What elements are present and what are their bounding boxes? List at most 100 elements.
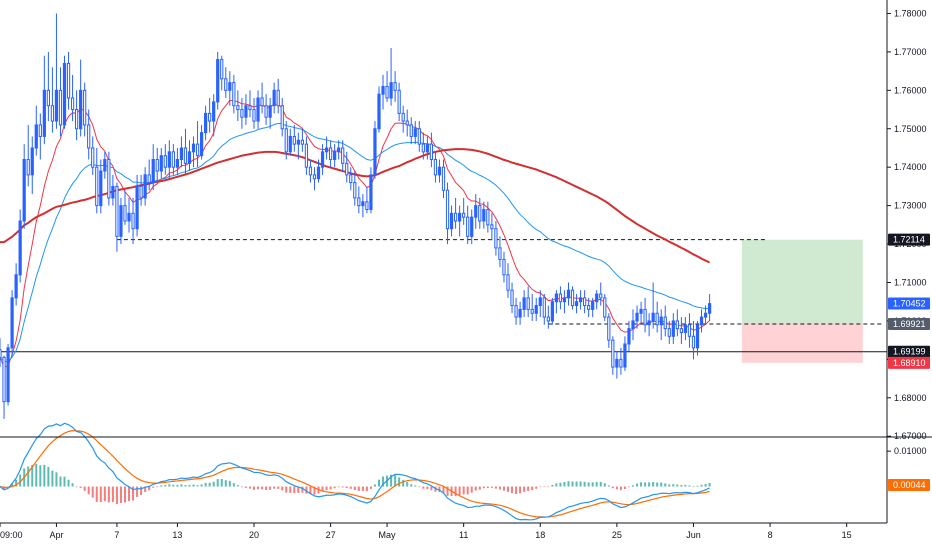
macd-histogram-bar (627, 486, 630, 488)
macd-histogram-bar (123, 486, 126, 503)
candle (482, 201, 486, 229)
price-axis-label[interactable]: 1.69921 (888, 317, 930, 330)
macd-histogram-bar (611, 486, 614, 489)
candle (30, 136, 34, 195)
candle (139, 174, 143, 206)
candle (413, 121, 417, 145)
candle-body (62, 62, 67, 126)
candle-body (2, 356, 6, 403)
candle (542, 294, 546, 325)
candle (159, 147, 163, 179)
candle (123, 190, 127, 225)
candle (526, 286, 530, 318)
candle-body (615, 358, 619, 368)
candle (651, 282, 655, 329)
candle (304, 136, 309, 175)
candle-body (361, 201, 365, 207)
macd-histogram-bar (333, 486, 336, 489)
candle (623, 336, 627, 371)
candle-body (587, 305, 591, 310)
candle-body (95, 166, 99, 207)
macd-histogram-bar (511, 486, 514, 494)
candle (405, 109, 409, 137)
macd-histogram-bar (269, 486, 272, 490)
candle-body (659, 316, 663, 326)
candle-body (538, 297, 542, 307)
macd-histogram-bar (664, 483, 667, 487)
candle-body (248, 105, 252, 111)
macd-histogram-bar (99, 486, 102, 503)
candle (453, 197, 458, 229)
macd-histogram-bar (446, 486, 449, 496)
candle (574, 294, 579, 314)
position-tool-layer[interactable] (741, 239, 863, 363)
price-axis-label[interactable]: 1.68910 (888, 356, 930, 369)
candle-body (111, 185, 115, 199)
price-axis-label[interactable]: 1.70452 (888, 297, 930, 310)
candle (127, 197, 131, 233)
candle-body (99, 170, 103, 207)
candle (95, 147, 99, 214)
candle (695, 320, 700, 356)
candle (466, 205, 470, 245)
stop-zone[interactable] (741, 323, 863, 363)
candle-body (256, 97, 260, 122)
horizontal-lines-layer[interactable] (0, 239, 887, 353)
candle-body (312, 174, 317, 180)
target-zone[interactable] (741, 239, 863, 324)
candle-body (437, 166, 442, 176)
candle (187, 140, 192, 172)
candle (349, 167, 353, 191)
macd-histogram-bar (652, 481, 655, 487)
candle-body (421, 143, 425, 153)
candle-body (54, 89, 59, 122)
macd-histogram-bar (67, 479, 70, 487)
candle-body (566, 289, 571, 299)
macd-histogram-bar (321, 486, 324, 492)
candle-body (397, 89, 401, 114)
macd-histogram-bar (700, 484, 703, 487)
macd-histogram-bar (426, 486, 429, 490)
macd-histogram-bar (140, 486, 143, 495)
candle (268, 98, 272, 129)
price-axis-label[interactable]: 1.72114 (888, 233, 930, 246)
macd-histogram-bar (261, 486, 264, 490)
time-tick-label: 13 (172, 530, 182, 540)
candle (417, 121, 421, 152)
candle-body (591, 301, 595, 310)
candle (167, 140, 171, 179)
time-tick-label: May (379, 530, 397, 540)
macd-histogram-bar (587, 482, 590, 487)
candle-body (228, 82, 232, 91)
macd-histogram-bar (398, 477, 401, 487)
candle-body (337, 147, 341, 153)
price-tick-label: 1.71000 (894, 277, 927, 287)
macd-histogram-bar (442, 486, 445, 494)
candle (195, 121, 200, 168)
candle (18, 209, 22, 283)
price-tick-label: 1.76000 (894, 85, 927, 95)
macd-histogram-bar (31, 464, 34, 487)
candle (248, 90, 252, 118)
candle-body (377, 93, 381, 130)
candle (50, 67, 55, 133)
macd-histogram-bar (39, 465, 42, 487)
candle (208, 98, 212, 133)
candle (280, 98, 284, 137)
price-axis-label[interactable]: 1.69199 (888, 345, 930, 358)
macd-histogram-bar (152, 486, 155, 488)
candle-body (300, 139, 304, 145)
macd-histogram-bar (583, 481, 586, 487)
macd-histogram-bar (502, 486, 505, 491)
candle (70, 74, 75, 122)
candle-body (240, 109, 244, 118)
candle-body (385, 85, 389, 99)
candle (212, 94, 216, 137)
macd-value-label[interactable]: 0.00044 (888, 478, 930, 491)
candle (337, 140, 341, 160)
candle-body (18, 220, 22, 276)
candle-body (232, 82, 236, 107)
